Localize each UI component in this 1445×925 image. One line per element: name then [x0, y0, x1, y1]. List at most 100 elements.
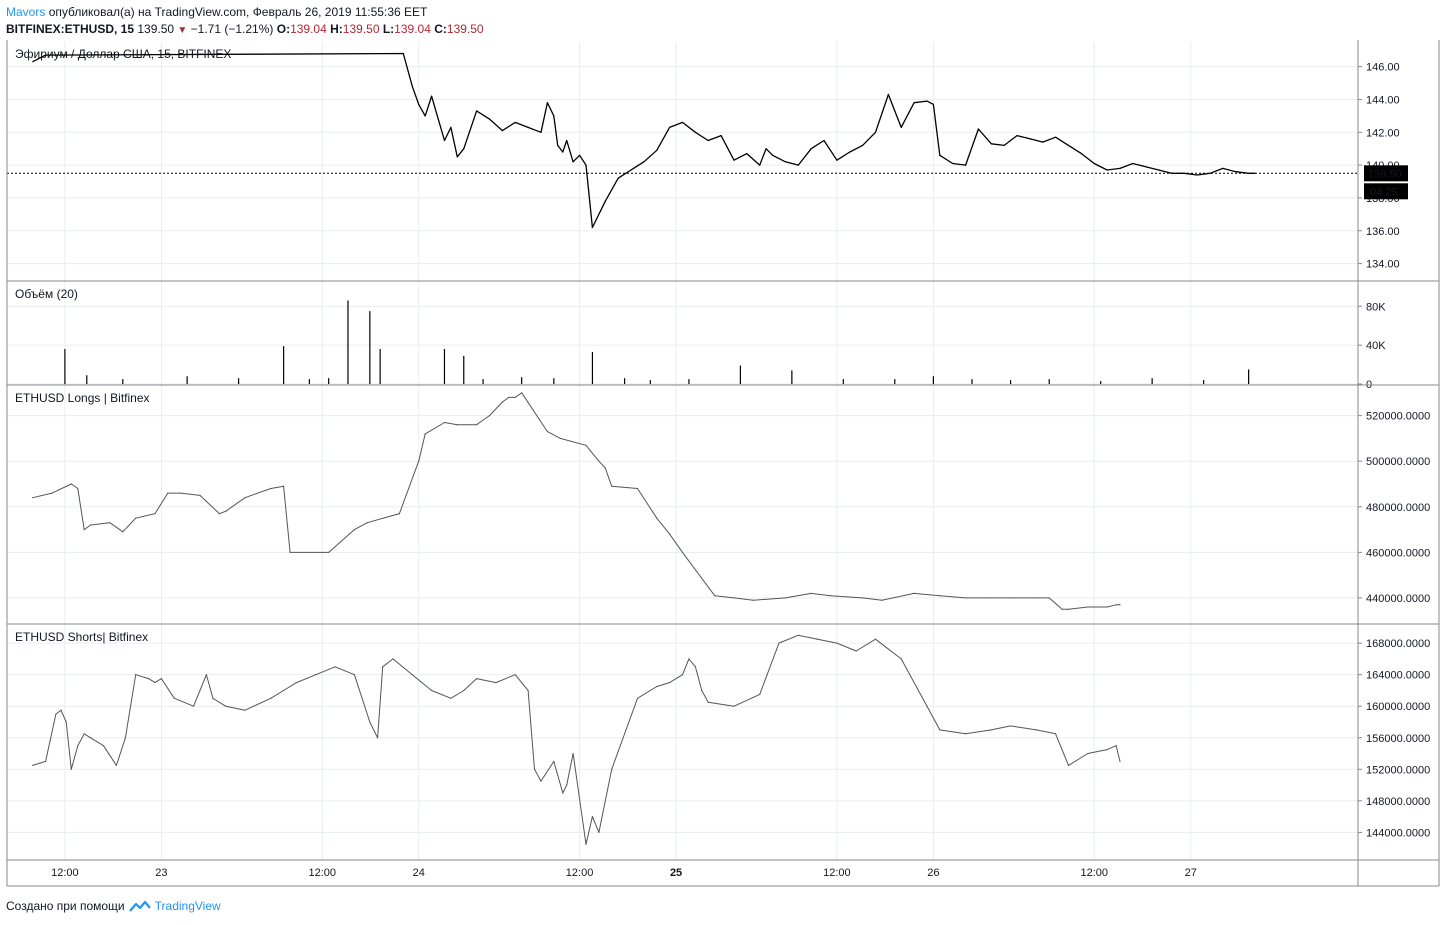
data-point [488, 415, 491, 417]
data-point [572, 161, 574, 163]
data-point [90, 737, 92, 739]
data-point [572, 752, 574, 755]
data-point [855, 650, 857, 652]
data-point [714, 595, 716, 597]
data-point [463, 689, 465, 692]
data-point [636, 487, 639, 490]
data-point [1106, 169, 1108, 171]
data-point [70, 768, 72, 770]
data-point [160, 678, 162, 680]
data-point [283, 485, 285, 487]
data-point [205, 674, 208, 676]
data-point [424, 115, 426, 117]
data-point [124, 737, 126, 739]
y-tick-label: 148000.0000 [1366, 796, 1430, 808]
data-point [70, 483, 72, 485]
data-point [154, 681, 156, 684]
data-point [810, 592, 812, 594]
close-value: 139.50 [446, 22, 484, 36]
countdown-label-bg [1364, 183, 1408, 200]
data-point [60, 709, 62, 711]
data-point [1222, 167, 1224, 169]
data-point [797, 634, 799, 636]
data-point [829, 595, 832, 597]
data-point [759, 693, 761, 695]
data-point [244, 497, 246, 499]
data-point [431, 689, 433, 692]
data-point [559, 437, 561, 440]
data-point [557, 144, 559, 147]
tradingview-logo-icon[interactable] [128, 899, 151, 913]
data-point [476, 110, 478, 112]
data-point [501, 130, 503, 132]
data-point [270, 697, 272, 699]
data-point [334, 666, 336, 668]
close-label: C: [434, 22, 447, 36]
data-point [932, 103, 935, 105]
data-point [900, 658, 902, 660]
tradingview-brand-link[interactable]: TradingView [154, 899, 221, 913]
y-tick-label: 152000.0000 [1366, 764, 1430, 776]
data-point [977, 128, 980, 130]
data-point [411, 674, 413, 676]
data-point [83, 528, 85, 531]
data-point [546, 430, 549, 433]
y-tick-label: 440000.0000 [1366, 593, 1430, 605]
x-tick-label: 25 [670, 867, 682, 879]
data-point [778, 642, 780, 644]
data-point [964, 164, 967, 166]
data-point [720, 134, 722, 137]
data-point [636, 697, 639, 699]
data-point [32, 61, 34, 63]
data-point [688, 658, 690, 660]
data-point [270, 487, 272, 490]
last-price-label: 139.50 [1368, 168, 1402, 180]
countdown-label: 04:25 [1370, 186, 1398, 198]
data-point [1119, 760, 1121, 763]
data-point [1067, 608, 1070, 610]
data-point [1132, 162, 1134, 165]
data-point [604, 467, 606, 469]
data-point [192, 705, 195, 707]
data-point [707, 701, 709, 703]
data-point [862, 144, 864, 147]
series-line[interactable] [32, 392, 1120, 610]
data-point [964, 733, 967, 735]
data-point [1196, 174, 1198, 176]
data-point [1010, 597, 1012, 599]
data-point [849, 151, 851, 153]
data-point [55, 713, 57, 715]
data-point [707, 139, 709, 142]
data-point [1106, 748, 1108, 751]
series-line[interactable] [32, 634, 1121, 845]
data-point [752, 599, 754, 601]
data-point [1106, 606, 1108, 608]
data-point [1035, 729, 1037, 731]
data-point [1055, 733, 1057, 735]
data-point [681, 551, 684, 553]
open-value: 139.04 [290, 22, 327, 36]
data-point [939, 154, 941, 156]
data-point [51, 492, 53, 494]
data-point [881, 599, 883, 601]
data-point [1087, 606, 1089, 608]
data-point [147, 678, 150, 680]
data-point [566, 784, 568, 786]
data-point [585, 843, 587, 845]
series-line[interactable] [32, 52, 1256, 229]
data-point [45, 54, 47, 56]
y-tick-label: 168000.0000 [1366, 638, 1430, 650]
down-arrow-icon: ▼ [177, 25, 188, 36]
data-point [656, 685, 658, 688]
data-point [1209, 172, 1211, 174]
data-point [514, 121, 516, 124]
data-point [1061, 608, 1063, 610]
data-point [1145, 166, 1147, 168]
y-tick-label: 80K [1366, 301, 1386, 313]
price-change: −1.71 (−1.21%) [190, 22, 274, 36]
chart-canvas[interactable]: 134.00136.00138.00140.00142.00144.00146.… [0, 40, 1445, 890]
data-point [289, 551, 291, 553]
data-point [964, 597, 967, 599]
author-link[interactable]: Mavors [6, 5, 46, 19]
data-point [77, 487, 79, 490]
